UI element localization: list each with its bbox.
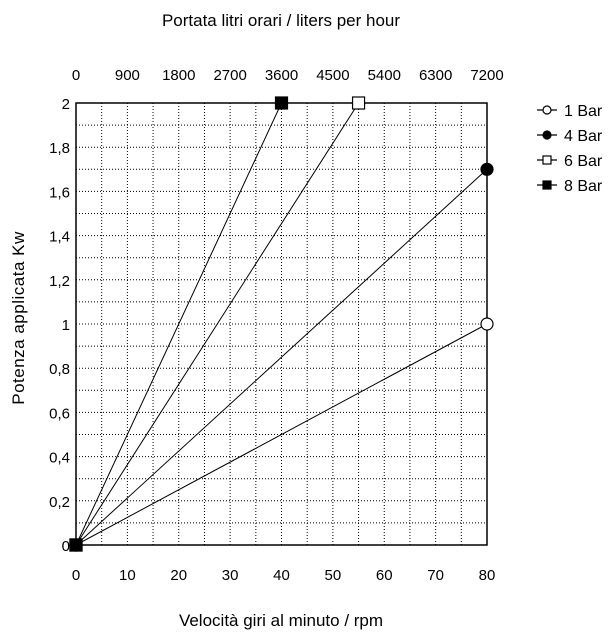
legend-item: 8 Bar (537, 178, 603, 195)
x2-tick-label: 4500 (316, 67, 349, 84)
data-point (480, 162, 494, 176)
x-axis-label: Velocità giri al minuto / rpm (179, 611, 383, 630)
data-point (542, 105, 552, 115)
series-line (75, 323, 488, 546)
x2-tick-label: 2700 (213, 67, 246, 84)
chart-title: Portata litri orari / liters per hour (162, 11, 400, 30)
x2-tick-label: 0 (72, 67, 80, 84)
series-line (75, 102, 359, 546)
x-tick-label: 60 (376, 567, 393, 584)
x2-tick-label: 6300 (419, 67, 452, 84)
series-line (75, 168, 488, 546)
tick-labels: 0 10 20 30 40 50 60 70 800 900 1800 2700 3600 4500 540… (49, 67, 504, 584)
legend-item: 1 Bar (537, 103, 603, 120)
y-tick-label: 1,6 (49, 184, 70, 201)
legend-label: 4 Bar (564, 128, 603, 145)
y-tick-label: 2 (62, 96, 70, 113)
series-layer (69, 96, 494, 552)
y-tick-label: 0 (62, 538, 70, 555)
x-tick-label: 30 (222, 567, 239, 584)
y-tick-label: 0,2 (49, 494, 70, 511)
series-line (75, 102, 282, 546)
x-tick-label: 40 (273, 567, 290, 584)
legend-label: 1 Bar (564, 103, 603, 120)
series-4-bar (69, 162, 494, 552)
y-tick-label: 0,8 (49, 361, 70, 378)
series-8-bar (69, 96, 289, 552)
x2-tick-label: 900 (115, 67, 140, 84)
x-tick-label: 20 (170, 567, 187, 584)
series-6-bar (69, 96, 366, 552)
y-tick-label: 1,4 (49, 229, 70, 246)
x2-tick-label: 3600 (265, 67, 298, 84)
x-tick-label: 80 (479, 567, 496, 584)
x-tick-label: 10 (119, 567, 136, 584)
data-point (542, 130, 552, 140)
y-tick-label: 0,6 (49, 405, 70, 422)
y-tick-label: 1,2 (49, 273, 70, 290)
x2-tick-label: 5400 (368, 67, 401, 84)
x-tick-label: 70 (427, 567, 444, 584)
data-point (274, 96, 289, 110)
y-tick-label: 1,8 (49, 140, 70, 157)
data-point (69, 538, 83, 552)
legend: 1 Bar 4 Bar 6 Bar 8 Bar (537, 103, 603, 195)
y-tick-label: 1 (62, 317, 70, 334)
data-point (542, 155, 552, 165)
x-tick-label: 50 (325, 567, 342, 584)
grid (76, 103, 487, 545)
data-point (542, 180, 552, 190)
legend-label: 8 Bar (564, 178, 603, 195)
data-point (351, 96, 366, 110)
data-point (480, 317, 494, 331)
x2-tick-label: 1800 (162, 67, 195, 84)
y-tick-label: 0,4 (49, 450, 70, 467)
x-tick-label: 0 (72, 567, 80, 584)
legend-item: 6 Bar (537, 153, 603, 170)
x2-tick-label: 7200 (470, 67, 503, 84)
legend-item: 4 Bar (537, 128, 603, 145)
legend-label: 6 Bar (564, 153, 603, 170)
y-axis-label: Potenza applicata Kw (9, 231, 28, 405)
